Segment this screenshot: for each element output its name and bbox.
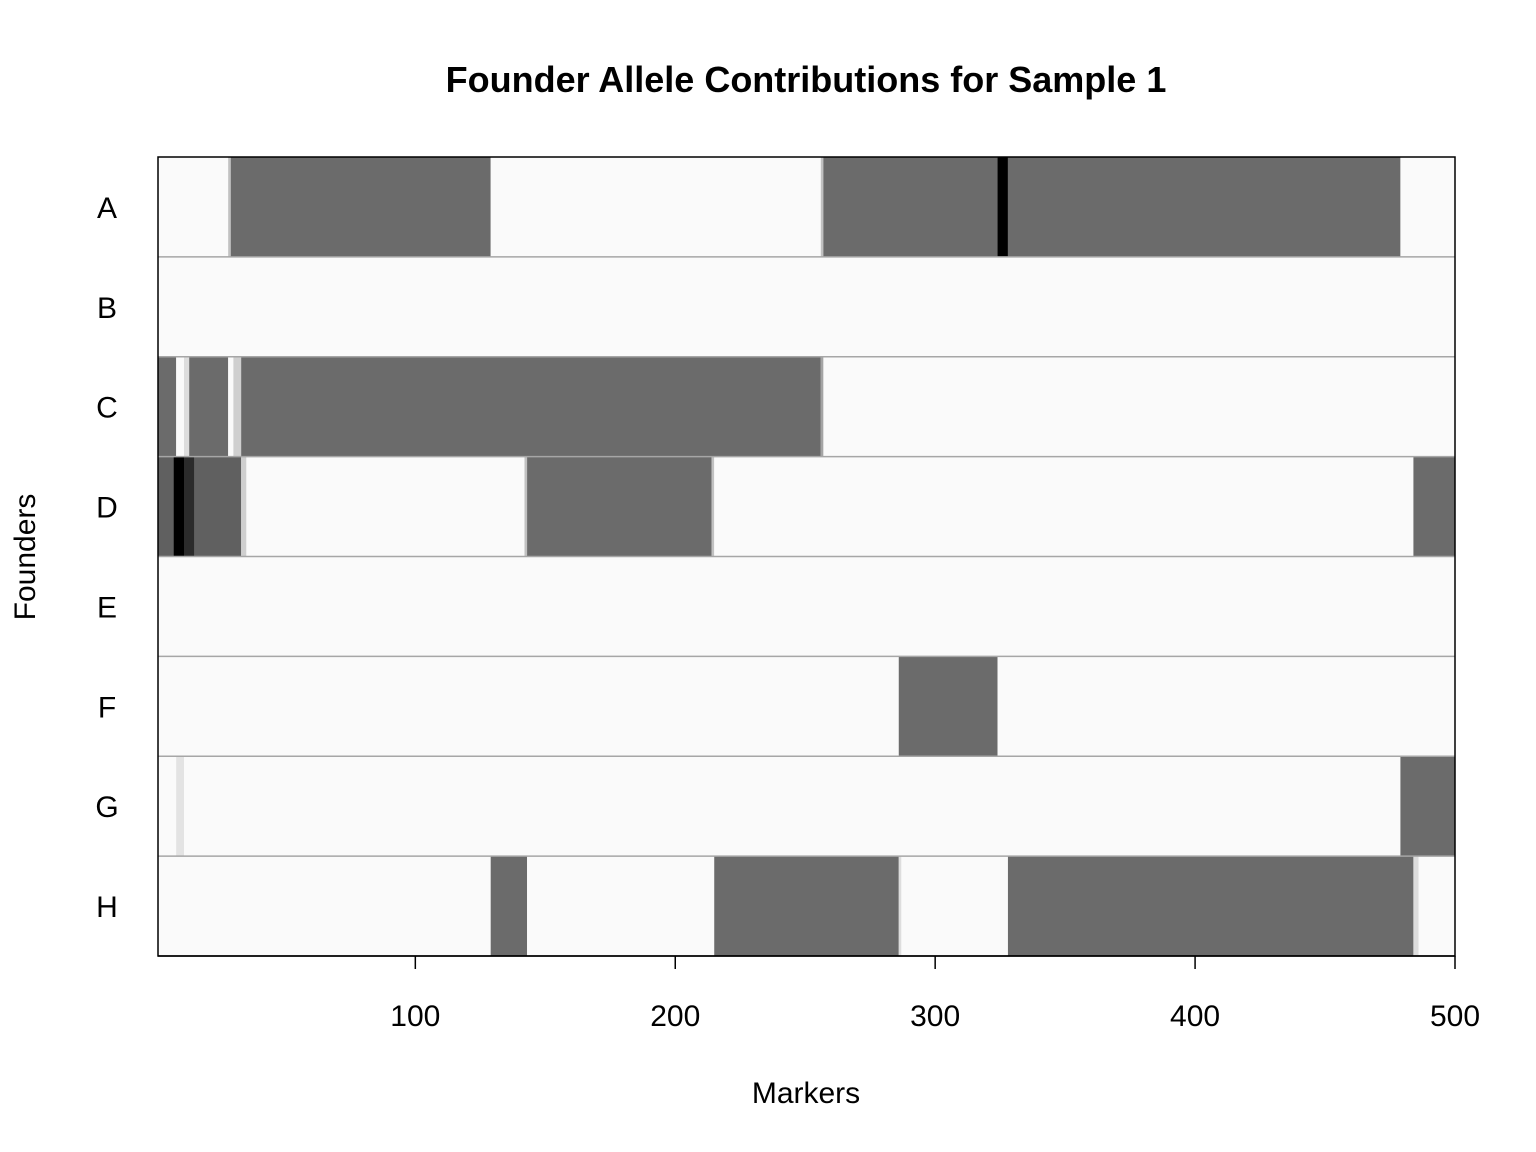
heatmap-cell-c (823, 356, 1455, 457)
y-axis: A B C D E F G H (95, 192, 118, 924)
heatmap-cell-d (241, 456, 247, 557)
y-tick-label-h: H (96, 891, 118, 924)
heatmap-cell-h (898, 856, 902, 957)
heatmap-cell-a (158, 157, 229, 257)
y-tick-label-d: D (96, 492, 118, 525)
heatmap-cell-h (527, 856, 715, 957)
heatmap-cell-d (194, 456, 242, 557)
heatmap-cell-c (189, 356, 229, 457)
heatmap-cell-a (490, 157, 821, 257)
heatmap-cell-d (173, 456, 184, 557)
heatmap-cell-a (823, 157, 998, 257)
heatmap-cell-h (901, 856, 1008, 957)
x-tick-label: 200 (650, 1000, 700, 1033)
heatmap-cell-e (158, 556, 1455, 657)
heatmap-cell-c (233, 356, 242, 457)
chart-title: Founder Allele Contributions for Sample … (446, 59, 1167, 100)
heatmap-cell-a (228, 157, 231, 257)
heatmap-cell-h (1418, 856, 1455, 957)
heatmap-cell-c (158, 356, 177, 457)
y-tick-label-c: C (96, 392, 118, 425)
heatmap-cell-c (228, 356, 234, 457)
y-tick-label-g: G (95, 791, 118, 824)
heatmap-cell-d (158, 456, 174, 557)
heatmap-cell-a (230, 157, 491, 257)
heatmap-cell-a (1007, 157, 1401, 257)
heatmap-cell-g (158, 756, 177, 857)
heatmap-cell-d (1413, 456, 1455, 557)
heatmap-cell-b (158, 256, 1455, 357)
x-axis-label: Markers (752, 1077, 860, 1110)
heatmap-cell-h (714, 856, 899, 957)
heatmap-cell-c (183, 356, 190, 457)
heatmap-cell-f (158, 656, 899, 757)
heatmap-cell-a (1400, 157, 1455, 257)
row-separators (158, 256, 1455, 857)
heatmap-cell-g (183, 756, 1401, 857)
y-tick-label-a: A (97, 192, 117, 225)
y-tick-label-f: F (98, 691, 116, 724)
heatmap-cell-c (241, 356, 821, 457)
y-tick-label-e: E (97, 591, 117, 624)
heatmap-cell-c (820, 356, 824, 457)
heatmap-cell-d (711, 456, 715, 557)
heatmap-cell-f (898, 656, 998, 757)
heatmap-cell-g (176, 756, 184, 857)
heatmap-cell-g (1400, 756, 1455, 857)
heatmap-cell-h (158, 856, 491, 957)
heatmap-cell-a (820, 157, 824, 257)
heatmap-cell-d (246, 456, 525, 557)
x-tick-label: 400 (1170, 1000, 1220, 1033)
x-tick-label: 100 (390, 1000, 440, 1033)
heatmap-cell-d (183, 456, 195, 557)
x-axis: 100 200 300 400 500 (158, 955, 1480, 1033)
heatmap-cell-h (490, 856, 528, 957)
heatmap-cell-d (524, 456, 528, 557)
heatmap-cell-d (714, 456, 1414, 557)
y-axis-label: Founders (9, 494, 42, 621)
heatmap-cell-h (1413, 856, 1419, 957)
heatmap-cell-h (1007, 856, 1414, 957)
heatmap-cell-c (176, 356, 184, 457)
heatmap-cell-d (527, 456, 712, 557)
heatmap-cell-a (997, 157, 1008, 257)
x-tick-label: 300 (910, 1000, 960, 1033)
heatmap-cell-f (997, 656, 1455, 757)
y-tick-label-b: B (97, 292, 117, 325)
x-tick-label: 500 (1430, 1000, 1480, 1033)
